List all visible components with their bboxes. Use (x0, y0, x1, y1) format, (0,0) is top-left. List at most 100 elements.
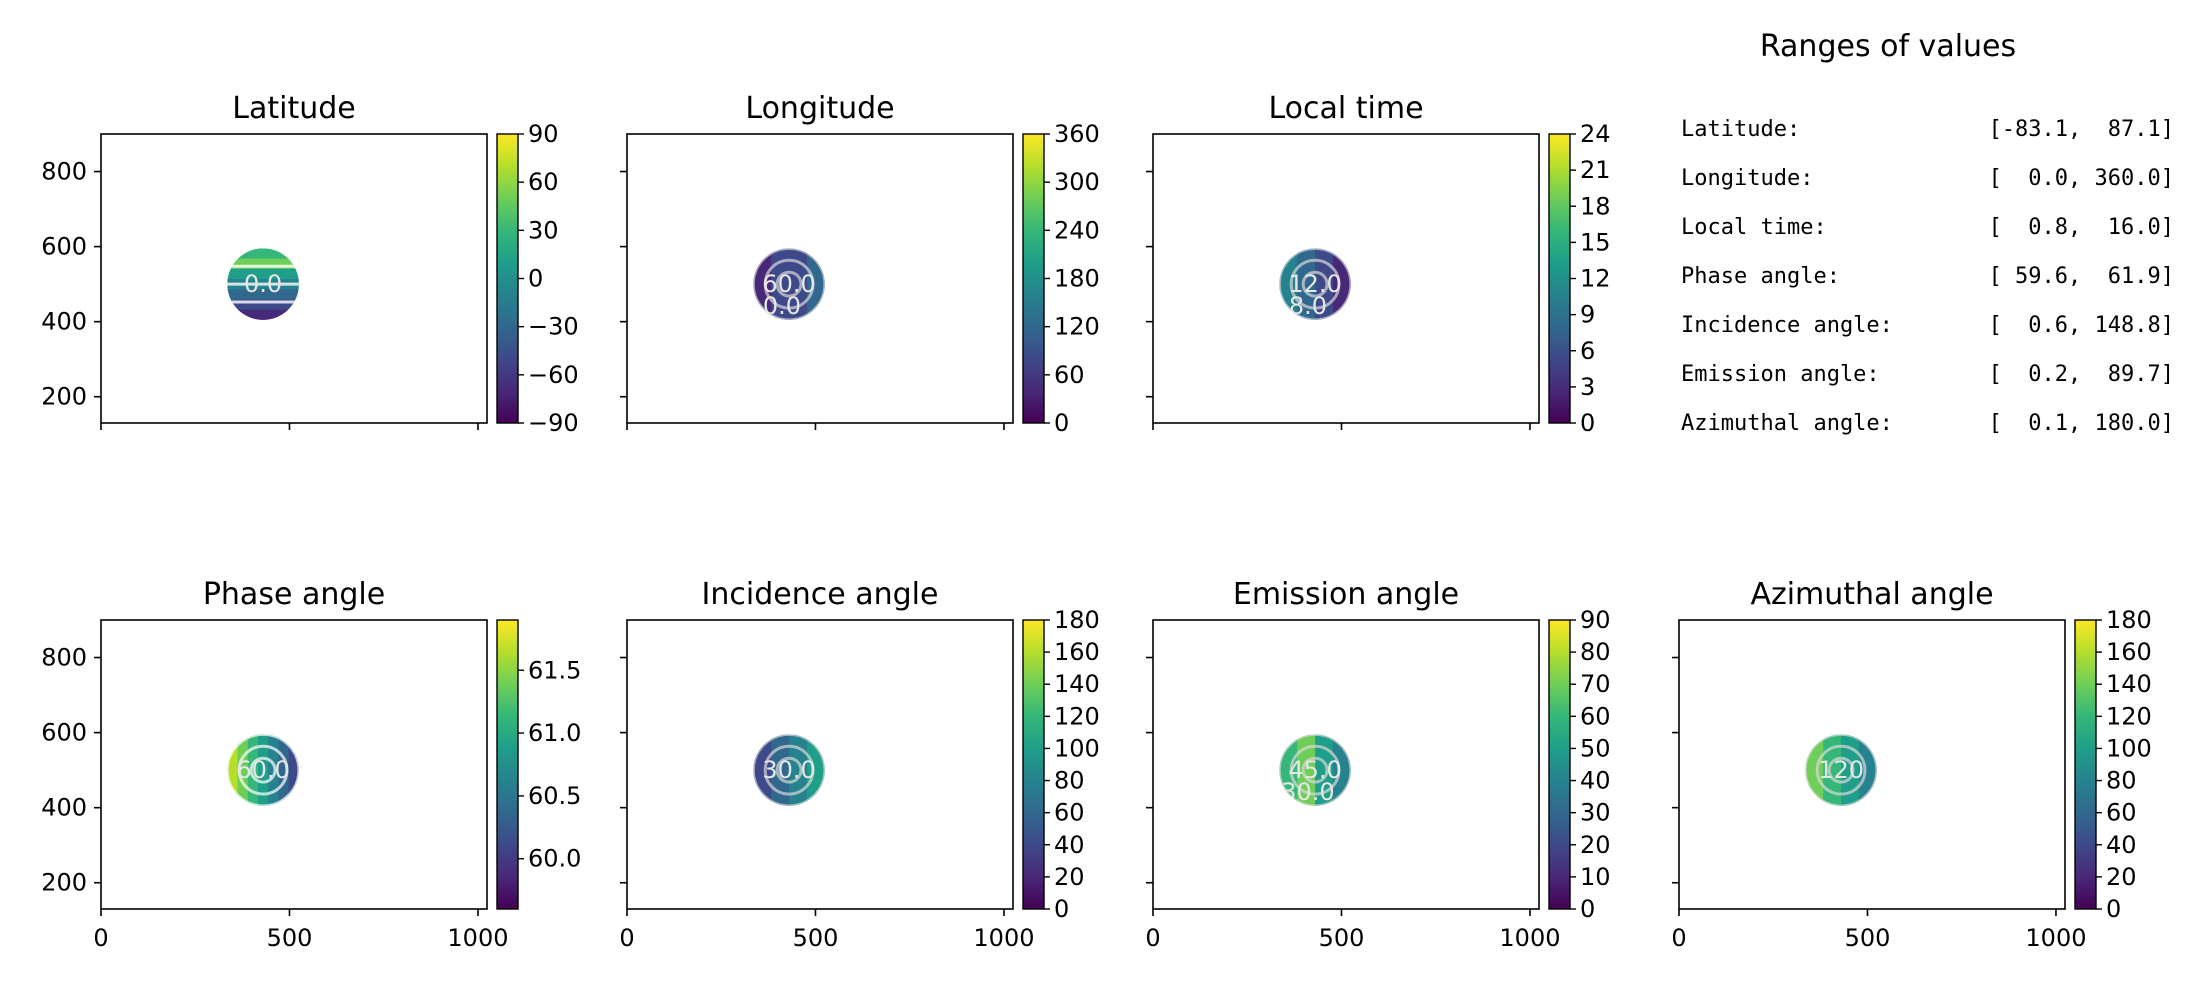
x-tick-label: 1000 (973, 924, 1034, 952)
colorbar-tick-label: 80 (1054, 767, 1085, 795)
range-label: Latitude: (1681, 117, 1800, 142)
contour-label: 120 (1818, 756, 1864, 784)
disc-image: 0.0 (227, 248, 299, 320)
x-tick-label: 1000 (1499, 924, 1560, 952)
range-label: Phase angle: (1681, 264, 1840, 289)
colorbar-tick-label: 0 (1054, 895, 1069, 923)
range-value: [ 0.1, 180.0] (1989, 411, 2174, 436)
range-label: Azimuthal angle: (1681, 411, 1893, 436)
colorbar (1548, 133, 1571, 424)
colorbar-tick-label: 18 (1580, 192, 1611, 220)
colorbar-tick-label: 180 (1054, 265, 1100, 293)
x-tick-label: 0 (1145, 924, 1160, 952)
axes-frame (626, 133, 1014, 424)
disc-image: 30.0 (753, 734, 825, 806)
contour-label: 60.0 (236, 756, 289, 784)
colorbar-tick-label: 20 (1580, 831, 1611, 859)
colorbar-tick-label: 60 (1054, 361, 1085, 389)
contour-label: 30.0 (762, 756, 815, 784)
colorbar-tick-label: 60 (1580, 702, 1611, 730)
axes-frame (100, 133, 488, 424)
colorbar-tick-label: 9 (1580, 301, 1595, 329)
contour-label: 45.0 (1288, 756, 1341, 784)
colorbar-tick-label: 80 (1580, 638, 1611, 666)
panel-azimuthal-angle: Azimuthal angle 120 0 500 1000 0 20 40 60 80 100 12… (1671, 577, 2151, 952)
colorbar-tick-label: 21 (1580, 156, 1611, 184)
colorbar (1548, 619, 1571, 910)
x-tick-label: 500 (1319, 924, 1365, 952)
colorbar-tick-label: 0 (1580, 409, 1595, 437)
colorbar-tick-label: 50 (1580, 734, 1611, 762)
colorbar-tick-label: 30 (1580, 799, 1611, 827)
x-tick-label: 0 (93, 924, 108, 952)
colorbar (1022, 133, 1045, 424)
colorbar-tick-label: 100 (2106, 734, 2152, 762)
panel-title: Local time (1268, 91, 1423, 126)
panel-title: Latitude (232, 91, 355, 126)
ranges-title: Ranges of values (1760, 29, 2016, 64)
range-value: [-83.1, 87.1] (1989, 117, 2174, 142)
contour-label: 12.0 (1288, 270, 1341, 298)
contour-label: 30.0 (1281, 778, 1334, 806)
disc-image: 60.00.0 (753, 248, 825, 320)
colorbar-tick-label: 360 (1054, 120, 1100, 148)
panel-incidence-angle: Incidence angle 30.0 0 500 1000 0 20 40 60 80 100 1… (619, 577, 1099, 952)
colorbar-tick-label: 24 (1580, 120, 1611, 148)
colorbar-tick-label: 60 (2106, 799, 2137, 827)
x-tick-label: 1000 (2025, 924, 2086, 952)
colorbar-tick-label: 61.5 (528, 656, 581, 684)
colorbar-tick-label: 30 (528, 216, 559, 244)
panel-phase-angle: Phase angle 60.0 0 500 1000 200 400 600 800 60.0 6… (41, 577, 581, 952)
colorbar-tick-label: 60.0 (528, 845, 581, 873)
colorbar (496, 619, 519, 910)
range-value: [ 0.0, 360.0] (1989, 166, 2174, 191)
colorbar-tick-label: 300 (1054, 168, 1100, 196)
axes-frame (1152, 133, 1540, 424)
y-tick-label: 800 (41, 158, 87, 186)
contour-label: 0.0 (763, 292, 801, 320)
y-tick-label: 400 (41, 308, 87, 336)
y-tick-label: 600 (41, 719, 87, 747)
colorbar-tick-label: 6 (1580, 337, 1595, 365)
x-tick-label: 0 (619, 924, 634, 952)
colorbar-tick-label: 120 (1054, 702, 1100, 730)
y-tick-label: 600 (41, 233, 87, 261)
colorbar-tick-label: 61.0 (528, 719, 581, 747)
colorbar-tick-label: 20 (2106, 863, 2137, 891)
disc-image: 12.08.0 (1279, 248, 1351, 320)
range-value: [ 59.6, 61.9] (1989, 264, 2174, 289)
colorbar-tick-label: 0 (528, 265, 543, 293)
y-tick-label: 200 (41, 383, 87, 411)
x-tick-label: 500 (793, 924, 839, 952)
colorbar (1022, 619, 1045, 910)
colorbar-tick-label: 60 (1054, 799, 1085, 827)
colorbar-tick-label: 180 (2106, 606, 2152, 634)
range-label: Longitude: (1681, 166, 1813, 191)
colorbar-tick-label: 160 (2106, 638, 2152, 666)
colorbar-tick-label: −90 (528, 409, 579, 437)
colorbar-tick-label: 0 (1054, 409, 1069, 437)
colorbar-tick-label: 100 (1054, 734, 1100, 762)
disc-image: 45.030.0 (1279, 734, 1351, 806)
colorbar-tick-label: 60.5 (528, 782, 581, 810)
colorbar-tick-label: 40 (2106, 831, 2137, 859)
range-label: Emission angle: (1681, 362, 1880, 387)
disc-image: 60.0 (227, 734, 299, 806)
panel-title: Phase angle (203, 577, 385, 612)
colorbar-tick-label: 10 (1580, 863, 1611, 891)
colorbar-tick-label: 3 (1580, 373, 1595, 401)
colorbar-tick-label: 0 (2106, 895, 2121, 923)
range-label: Incidence angle: (1681, 313, 1893, 338)
colorbar-tick-label: 80 (2106, 767, 2137, 795)
colorbar-tick-label: 40 (1054, 831, 1085, 859)
y-tick-label: 400 (41, 794, 87, 822)
panel-longitude: Longitude 60.00.0 0 60 120 180 240 300 360 (620, 91, 1100, 437)
colorbar-tick-label: 140 (2106, 670, 2152, 698)
colorbar-tick-label: 70 (1580, 670, 1611, 698)
panel-emission-angle: Emission angle 45.030.0 0 500 1000 0 10 20 30 40 5… (1145, 577, 1610, 952)
colorbar-tick-label: 0 (1580, 895, 1595, 923)
ranges-panel: Ranges of values Latitude: [-83.1, 87.1] Lo… (1681, 29, 2174, 436)
colorbar-tick-label: 40 (1580, 767, 1611, 795)
